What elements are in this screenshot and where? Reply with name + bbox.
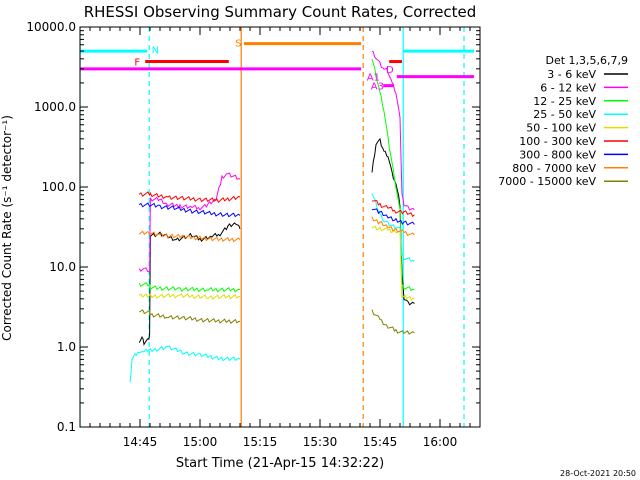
series-line-7-1 [371, 216, 415, 237]
y-axis-label: Corrected Count Rate (s⁻¹ detector⁻¹) [0, 115, 14, 341]
x-tick-label-3: 15:30 [303, 435, 338, 449]
series-7 [138, 216, 415, 243]
series-line-6-0 [138, 202, 241, 218]
series-6 [138, 202, 415, 226]
series-line-0-1 [371, 137, 415, 306]
series-5 [138, 191, 415, 218]
series-line-7-0 [138, 230, 241, 243]
series-line-4-0 [138, 293, 241, 300]
x-tick-label-4: 15:45 [363, 435, 398, 449]
series-line-8-0 [138, 309, 241, 324]
series-line-6-1 [371, 208, 415, 226]
x-tick-label-1: 15:00 [183, 435, 218, 449]
series-line-2-0 [138, 281, 241, 293]
axes: 0.1 1.0 10.0 100.0 1000.0 10000.0 14:45 15:00 15… [26, 20, 481, 449]
series-8 [138, 309, 415, 335]
legend-label-0: 3 - 6 keV [547, 68, 596, 81]
series-line-3-0 [129, 345, 241, 383]
state-label-4: A1 [367, 73, 380, 84]
legend-label-8: 7000 - 15000 keV [498, 175, 596, 188]
state-label-5: A3 [371, 82, 384, 93]
series-line-1-0 [138, 172, 241, 273]
legend-label-1: 6 - 12 keV [540, 81, 596, 94]
series-line-8-1 [371, 309, 415, 335]
footer-date: 28-Oct-2021 20:50 [560, 469, 636, 478]
x-tick-label-2: 15:15 [243, 435, 278, 449]
legend-label-6: 300 - 800 keV [519, 148, 596, 161]
legend-label-7: 800 - 7000 keV [512, 162, 596, 175]
series-line-0-0 [138, 222, 241, 346]
series-3 [129, 193, 415, 383]
state-label-2: S [235, 39, 241, 50]
state-label-0: N [152, 46, 159, 57]
y-tick-label-0: 0.1 [57, 420, 76, 434]
chart-title: RHESSI Observing Summary Count Rates, Co… [84, 3, 477, 21]
x-tick-label-0: 14:45 [123, 435, 158, 449]
series-1 [138, 50, 415, 273]
legend-label-3: 25 - 50 keV [533, 108, 596, 121]
y-tick-label-4: 1000.0 [34, 100, 76, 114]
legend-label-2: 12 - 25 keV [533, 95, 596, 108]
series-line-3-1 [371, 193, 415, 262]
x-tick-label-5: 16:00 [423, 435, 458, 449]
series-line-5-1 [371, 200, 415, 218]
state-label-3: D [386, 65, 394, 76]
legend-title: Det 1,3,5,6,7,9 [545, 54, 628, 67]
y-tick-label-2: 10.0 [49, 260, 76, 274]
legend-label-4: 50 - 100 keV [526, 122, 596, 135]
y-tick-label-3: 100.0 [42, 180, 76, 194]
legend-label-5: 100 - 300 keV [519, 135, 596, 148]
x-axis-label: Start Time (21-Apr-15 14:32:22) [176, 456, 384, 471]
y-tick-label-5: 10000.0 [26, 20, 76, 34]
state-label-1: F [134, 58, 140, 69]
series-line-5-0 [138, 191, 241, 204]
series-line-1-1 [371, 50, 415, 211]
series-line-2-1 [371, 59, 415, 291]
plot-frame [79, 26, 481, 428]
series-2 [138, 59, 415, 293]
y-tick-label-1: 1.0 [57, 340, 76, 354]
series-line-4-1 [371, 225, 415, 301]
